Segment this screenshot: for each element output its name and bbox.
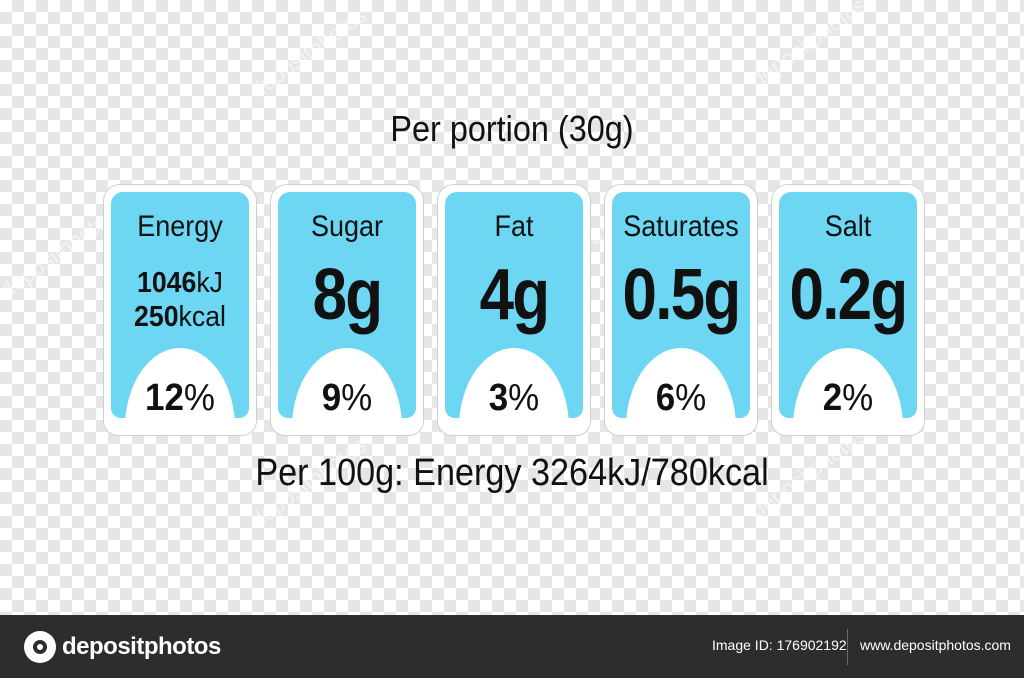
label-amount: 4g bbox=[479, 255, 551, 335]
portion-heading: Per portion (30g) bbox=[390, 108, 634, 149]
label-panel: Sugar 8g 9% bbox=[278, 192, 416, 418]
per-100g-energy: Per 100g: Energy 3264kJ/780kcal bbox=[255, 452, 769, 494]
label-name: Salt bbox=[824, 210, 872, 243]
label-energy: Energy 1046kJ 250kcal 12% bbox=[104, 185, 256, 435]
label-amount: 0.2g bbox=[789, 255, 908, 335]
percent-value: 12 bbox=[144, 377, 184, 418]
percent-sign: % bbox=[183, 377, 215, 418]
label-name: Fat bbox=[494, 210, 534, 243]
label-panel: Energy 1046kJ 250kcal 12% bbox=[111, 192, 249, 418]
energy-kj-value: 1046 bbox=[136, 267, 197, 299]
label-sugar: Sugar 8g 9% bbox=[271, 185, 423, 435]
energy-kcal-unit: kcal bbox=[178, 301, 226, 333]
stock-footer-bar: depositphotos Image ID: 176902192 www.de… bbox=[0, 615, 1024, 678]
label-name: Energy bbox=[137, 210, 223, 243]
label-percent: 6% bbox=[618, 377, 745, 418]
logo-text: depositphotos bbox=[62, 633, 221, 660]
percent-value: 9 bbox=[321, 377, 342, 418]
percent-value: 6 bbox=[655, 377, 676, 418]
label-percent: 9% bbox=[284, 377, 411, 418]
percent-sign: % bbox=[842, 377, 874, 418]
percent-value: 2 bbox=[822, 377, 843, 418]
label-panel: Saturates 0.5g 6% bbox=[612, 192, 750, 418]
energy-kj-unit: kJ bbox=[196, 267, 224, 299]
percent-sign: % bbox=[508, 377, 540, 418]
site-url-link[interactable]: www.depositphotos.com bbox=[860, 637, 1011, 653]
watermark-text: depositphotos bbox=[745, 0, 871, 93]
percent-sign: % bbox=[341, 377, 373, 418]
label-amount: 0.5g bbox=[622, 255, 741, 335]
label-percent: 3% bbox=[451, 377, 578, 418]
depositphotos-logo-icon bbox=[24, 631, 56, 663]
watermark-text: depositphotos bbox=[245, 2, 371, 103]
nutrition-labels: Energy 1046kJ 250kcal 12% Sugar 8g 9% Fa… bbox=[104, 185, 924, 435]
label-percent: 2% bbox=[785, 377, 912, 418]
energy-kcal-line: 250kcal bbox=[117, 300, 244, 334]
energy-values: 1046kJ 250kcal bbox=[117, 266, 244, 334]
image-id: Image ID: 176902192 bbox=[712, 637, 847, 653]
label-percent: 12% bbox=[117, 377, 244, 418]
energy-kj-line: 1046kJ bbox=[117, 266, 244, 300]
label-name: Saturates bbox=[623, 210, 739, 243]
percent-value: 3 bbox=[488, 377, 509, 418]
depositphotos-logo[interactable]: depositphotos bbox=[24, 631, 221, 663]
label-panel: Fat 4g 3% bbox=[445, 192, 583, 418]
percent-sign: % bbox=[675, 377, 707, 418]
label-amount: 8g bbox=[312, 255, 384, 335]
label-salt: Salt 0.2g 2% bbox=[772, 185, 924, 435]
energy-kcal-value: 250 bbox=[134, 301, 179, 333]
label-panel: Salt 0.2g 2% bbox=[779, 192, 917, 418]
footer-divider bbox=[847, 629, 848, 665]
label-saturates: Saturates 0.5g 6% bbox=[605, 185, 757, 435]
label-fat: Fat 4g 3% bbox=[438, 185, 590, 435]
label-name: Sugar bbox=[310, 210, 384, 243]
